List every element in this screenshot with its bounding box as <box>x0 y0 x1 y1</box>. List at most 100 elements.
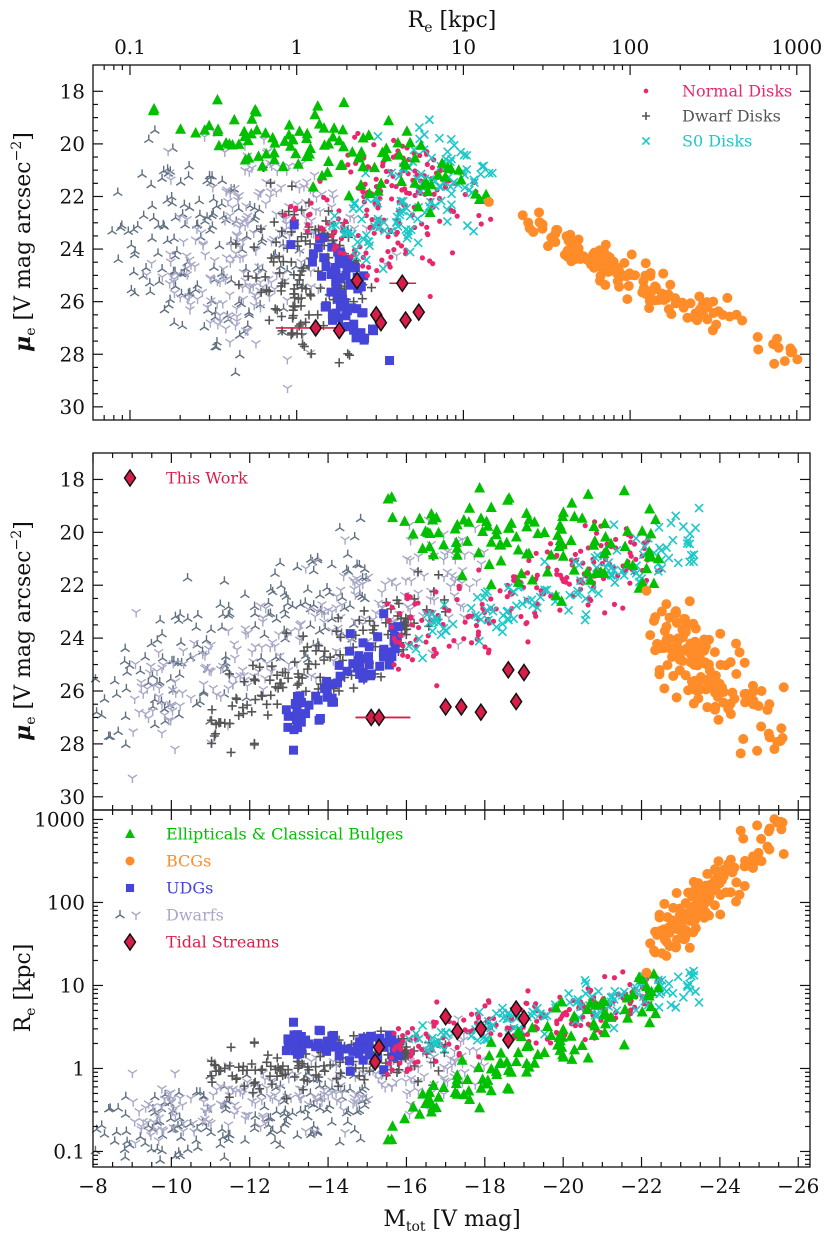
tri-down-point <box>250 211 261 221</box>
dot-point <box>386 261 392 267</box>
plus-point <box>247 707 257 717</box>
dot-point <box>374 267 380 274</box>
triangle-point <box>455 173 467 185</box>
plus-point <box>262 285 272 295</box>
plus-point <box>287 181 297 191</box>
triangle-point <box>568 564 580 575</box>
tri-down-point <box>121 1126 132 1136</box>
triangle-point <box>523 1039 535 1051</box>
tri-point <box>271 210 282 220</box>
x-tick-label: −22 <box>620 1174 662 1198</box>
tri-down-point <box>166 191 177 201</box>
plus-point <box>439 595 449 605</box>
x-tick-label: −12 <box>229 1174 271 1198</box>
middle-panel-frame <box>92 452 811 811</box>
dot-point <box>386 1060 392 1066</box>
dot-point <box>533 1040 539 1046</box>
triangle-point <box>521 520 533 532</box>
tri-point <box>255 602 266 612</box>
triangle-point <box>501 536 513 548</box>
circle-point <box>700 907 711 918</box>
plus-point <box>290 657 300 667</box>
tri-point <box>157 1103 167 1112</box>
dot-point <box>434 999 440 1005</box>
dot-point <box>405 653 411 660</box>
circle-point <box>700 896 711 907</box>
triangle-point <box>521 1057 533 1069</box>
dot-point <box>385 248 391 255</box>
circle-point <box>740 855 751 866</box>
square-point <box>375 1033 385 1043</box>
tri-point <box>310 1128 320 1137</box>
tri-point <box>354 581 365 591</box>
dot-point <box>337 250 343 256</box>
triangle-point <box>414 1108 426 1119</box>
circle-point <box>670 606 681 617</box>
x-point <box>398 196 408 206</box>
triangle-point <box>545 1029 557 1040</box>
dot-point <box>620 605 626 611</box>
tri-down-point <box>177 320 188 330</box>
triangle-point <box>301 150 313 161</box>
top-axis-title: Re [kpc] <box>408 8 497 36</box>
plus-point <box>290 302 300 312</box>
top-panel-tidal <box>275 271 426 340</box>
tidal-stream-marker <box>439 697 453 717</box>
triangle-point <box>369 161 381 173</box>
circle-point <box>747 680 758 691</box>
tri-point <box>165 250 175 260</box>
plus-point <box>207 738 217 748</box>
triangle-point <box>480 188 492 200</box>
tri-point <box>363 573 374 582</box>
tri-point <box>148 681 159 691</box>
dot-point <box>366 264 372 270</box>
circle-point <box>661 599 672 610</box>
square-point <box>322 1040 332 1050</box>
x-point <box>604 557 614 568</box>
plus-point <box>335 650 345 660</box>
tri-point <box>223 627 234 636</box>
plus-point <box>297 1059 307 1069</box>
tri-down-point <box>315 590 325 599</box>
x-point <box>581 988 591 999</box>
triangle-point <box>312 100 324 111</box>
tri-down-point <box>159 304 170 314</box>
tri-point <box>227 680 238 690</box>
tri-point <box>404 1110 415 1120</box>
square-point <box>289 725 299 735</box>
triangle-point <box>477 525 489 537</box>
dot-point <box>611 601 618 608</box>
triangle-point <box>353 150 365 161</box>
triangle-point <box>636 973 648 984</box>
tri-down-point <box>132 221 143 230</box>
circle-point <box>663 304 674 315</box>
circle-point <box>722 292 733 303</box>
triangle-point <box>648 577 660 589</box>
circle-point <box>650 926 661 937</box>
tidal-stream-marker <box>374 313 388 333</box>
square-point <box>393 622 403 632</box>
legend-label: Dwarfs <box>166 906 224 925</box>
tri-down-point <box>191 1087 202 1096</box>
plus-point <box>349 683 359 693</box>
dot-point <box>393 1044 399 1050</box>
tidal-stream-marker <box>474 702 488 722</box>
y-tick-label: 100 <box>47 890 85 914</box>
plus-point <box>358 625 368 635</box>
circle-point <box>756 833 767 844</box>
circle-point <box>641 967 652 978</box>
dot-point <box>611 975 618 981</box>
triangle-point <box>556 1031 568 1042</box>
plus-point <box>354 615 364 625</box>
tri-point <box>259 135 269 145</box>
tri-down-point <box>355 513 366 523</box>
triangle-point <box>650 1007 662 1019</box>
tri-down-point <box>240 589 250 599</box>
tri-down-point <box>169 317 180 327</box>
tri-down-point <box>182 613 193 623</box>
dot-point <box>341 250 347 257</box>
triangle-point <box>473 193 485 205</box>
triangle-point <box>449 523 461 534</box>
x-point <box>610 986 620 996</box>
